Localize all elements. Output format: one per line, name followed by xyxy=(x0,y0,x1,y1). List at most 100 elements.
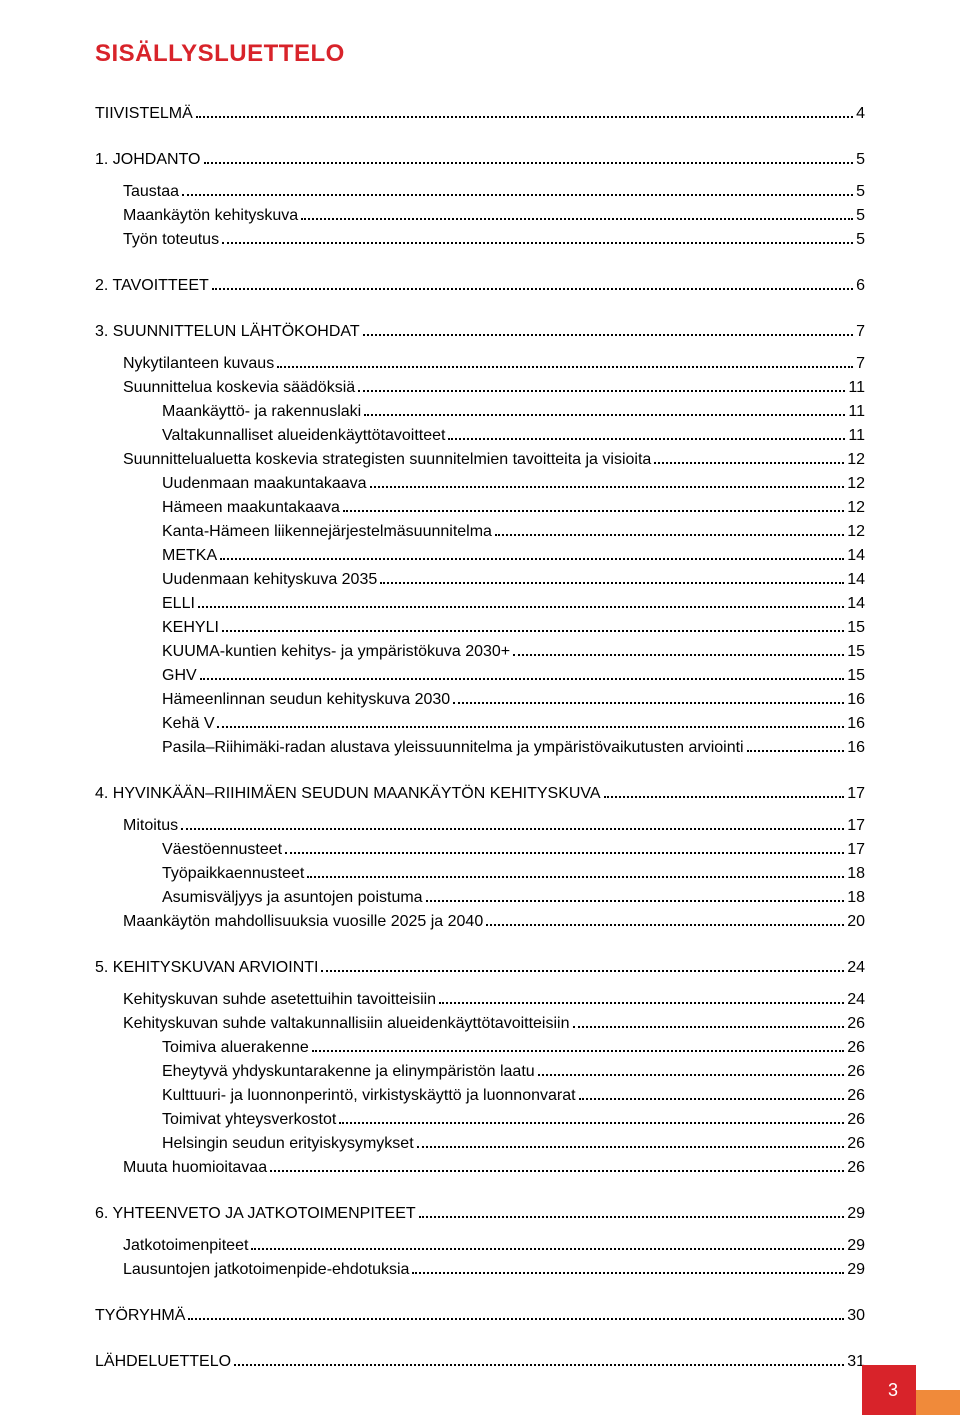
toc-label: Helsingin seudun erityiskysymykset xyxy=(162,1132,414,1156)
toc-page-number: 29 xyxy=(847,1234,865,1258)
toc-page-number: 4 xyxy=(856,102,865,126)
toc-label: Kanta-Hämeen liikennejärjestelmäsuunnite… xyxy=(162,520,492,544)
toc-leader-dots xyxy=(439,994,844,1004)
toc-page-number: 20 xyxy=(847,910,865,934)
toc-label: Maankäytön mahdollisuuksia vuosille 2025… xyxy=(123,910,483,934)
toc-label: Kehä V xyxy=(162,712,214,736)
toc-entry: Kanta-Hämeen liikennejärjestelmäsuunnite… xyxy=(162,520,865,544)
section-gap xyxy=(95,252,865,274)
page-title: SISÄLLYSLUETTELO xyxy=(95,40,865,68)
toc-page-number: 26 xyxy=(847,1156,865,1180)
section-gap xyxy=(95,760,865,782)
toc-label: ELLI xyxy=(162,592,195,616)
toc-entry: Työn toteutus5 xyxy=(123,228,865,252)
toc-leader-dots xyxy=(285,844,844,854)
table-of-contents: TIIVISTELMÄ 4 1. JOHDANTO 5 Taustaa5 Maankäyt… xyxy=(95,102,865,1374)
toc-label: Eheytyvä yhdyskuntarakenne ja elinympäri… xyxy=(162,1060,535,1084)
toc-leader-dots xyxy=(343,502,844,512)
toc-label: Pasila–Riihimäki-radan alustava yleissuu… xyxy=(162,736,744,760)
toc-entry: METKA14 xyxy=(162,544,865,568)
toc-leader-dots xyxy=(196,108,853,118)
toc-leader-dots xyxy=(234,1356,844,1366)
toc-leader-dots xyxy=(251,1240,844,1250)
toc-entry: GHV15 xyxy=(162,664,865,688)
toc-leader-dots xyxy=(220,550,844,560)
toc-label: Kehityskuvan suhde valtakunnallisiin alu… xyxy=(123,1012,570,1036)
toc-leader-dots xyxy=(200,670,845,680)
toc-entry: Kulttuuri- ja luonnonperintö, virkistysk… xyxy=(162,1084,865,1108)
toc-entry: Maankäyttö- ja rakennuslaki11 xyxy=(162,400,865,424)
toc-leader-dots xyxy=(222,622,844,632)
toc-entry: Maankäytön mahdollisuuksia vuosille 2025… xyxy=(123,910,865,934)
toc-page-number: 12 xyxy=(847,496,865,520)
toc-page-number: 15 xyxy=(847,640,865,664)
toc-leader-dots xyxy=(301,210,853,220)
toc-entry: Jatkotoimenpiteet 29 xyxy=(123,1234,865,1258)
toc-entry: Hämeenlinnan seudun kehityskuva 203016 xyxy=(162,688,865,712)
toc-label: GHV xyxy=(162,664,197,688)
toc-leader-dots xyxy=(486,916,844,926)
toc-page-number: 11 xyxy=(848,376,865,400)
toc-page-number: 18 xyxy=(847,862,865,886)
toc-entry: 3. SUUNNITTELUN LÄHTÖKOHDAT7 xyxy=(95,320,865,344)
toc-label: Työpaikkaennusteet xyxy=(162,862,304,886)
toc-entry: Taustaa5 xyxy=(123,180,865,204)
toc-leader-dots xyxy=(538,1066,845,1076)
toc-page-number: 29 xyxy=(847,1202,865,1226)
toc-leader-dots xyxy=(453,694,844,704)
toc-entry: Toimivat yhteysverkostot26 xyxy=(162,1108,865,1132)
toc-entry: 6. YHTEENVETO JA JATKOTOIMENPITEET 29 xyxy=(95,1202,865,1226)
toc-entry: Työpaikkaennusteet 18 xyxy=(162,862,865,886)
section-gap xyxy=(95,298,865,320)
toc-page-number: 12 xyxy=(847,448,865,472)
toc-entry: 5. KEHITYSKUVAN ARVIOINTI24 xyxy=(95,956,865,980)
toc-page-number: 16 xyxy=(847,688,865,712)
toc-page-number: 11 xyxy=(848,424,865,448)
toc-leader-dots xyxy=(417,1138,845,1148)
sub-gap xyxy=(95,980,865,988)
toc-label: Uudenmaan kehityskuva 2035 xyxy=(162,568,377,592)
toc-page-number: 17 xyxy=(847,782,865,806)
toc-leader-dots xyxy=(321,962,844,972)
toc-leader-dots xyxy=(604,788,845,798)
toc-label: KUUMA-kuntien kehitys- ja ympäristökuva … xyxy=(162,640,510,664)
toc-page-number: 7 xyxy=(856,320,865,344)
toc-entry: Lausuntojen jatkotoimenpide-ehdotuksia29 xyxy=(123,1258,865,1282)
toc-label: Muuta huomioitavaa xyxy=(123,1156,267,1180)
toc-page-number: 26 xyxy=(847,1012,865,1036)
toc-entry: Pasila–Riihimäki-radan alustava yleissuu… xyxy=(162,736,865,760)
section-gap xyxy=(95,934,865,956)
toc-label: 1. JOHDANTO xyxy=(95,148,201,172)
toc-leader-dots xyxy=(370,478,845,488)
toc-page-number: 12 xyxy=(847,520,865,544)
toc-leader-dots xyxy=(573,1018,845,1028)
toc-page-number: 18 xyxy=(847,886,865,910)
toc-page-number: 14 xyxy=(847,568,865,592)
toc-leader-dots xyxy=(217,718,844,728)
toc-leader-dots xyxy=(495,526,844,536)
toc-entry: Kehityskuvan suhde valtakunnallisiin alu… xyxy=(123,1012,865,1036)
toc-page-number: 14 xyxy=(847,592,865,616)
toc-label: Jatkotoimenpiteet xyxy=(123,1234,248,1258)
toc-leader-dots xyxy=(339,1114,844,1124)
toc-label: Toimiva aluerakenne xyxy=(162,1036,309,1060)
sub-gap xyxy=(95,1226,865,1234)
toc-label: 6. YHTEENVETO JA JATKOTOIMENPITEET xyxy=(95,1202,416,1226)
toc-label: Valtakunnalliset alueidenkäyttötavoittee… xyxy=(162,424,445,448)
toc-leader-dots xyxy=(364,406,845,416)
sub-gap xyxy=(95,172,865,180)
toc-label: TIIVISTELMÄ xyxy=(95,102,193,126)
toc-page-number: 16 xyxy=(847,712,865,736)
section-gap xyxy=(95,1328,865,1350)
sub-gap xyxy=(95,806,865,814)
toc-label: KEHYLI xyxy=(162,616,219,640)
toc-page-number: 5 xyxy=(856,228,865,252)
toc-label: Suunnittelua koskevia säädöksiä xyxy=(123,376,355,400)
toc-label: METKA xyxy=(162,544,217,568)
toc-leader-dots xyxy=(448,430,845,440)
toc-entry: Suunnittelualuetta koskevia strategisten… xyxy=(123,448,865,472)
toc-entry: Suunnittelua koskevia säädöksiä 11 xyxy=(123,376,865,400)
toc-entry: Helsingin seudun erityiskysymykset26 xyxy=(162,1132,865,1156)
toc-entry: ELLI 14 xyxy=(162,592,865,616)
toc-leader-dots xyxy=(363,326,853,336)
